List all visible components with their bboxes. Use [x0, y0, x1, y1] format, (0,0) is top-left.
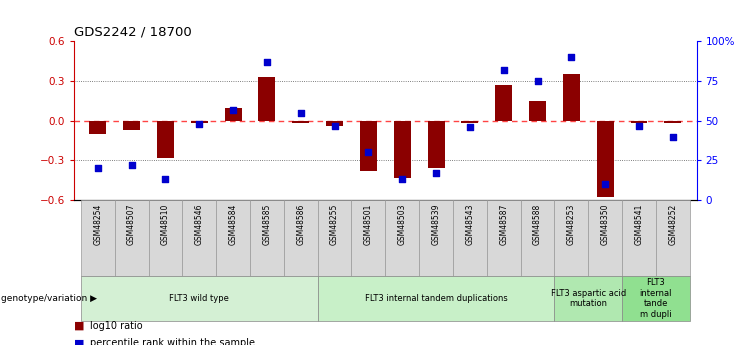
Bar — [123, 121, 140, 130]
Text: GSM48586: GSM48586 — [296, 204, 305, 245]
Text: GSM48510: GSM48510 — [161, 204, 170, 245]
Bar — [393, 121, 411, 178]
Text: GSM48585: GSM48585 — [262, 204, 271, 245]
Bar — [250, 200, 284, 276]
Bar — [182, 200, 216, 276]
Bar — [521, 200, 554, 276]
Text: GSM48507: GSM48507 — [127, 204, 136, 245]
Bar — [428, 121, 445, 168]
Text: FLT3 aspartic acid
mutation: FLT3 aspartic acid mutation — [551, 289, 626, 308]
Text: GSM48253: GSM48253 — [567, 204, 576, 245]
Text: log10 ratio: log10 ratio — [90, 321, 143, 331]
Bar — [554, 276, 622, 321]
Bar — [529, 101, 546, 121]
Bar — [563, 75, 579, 121]
Point — [599, 181, 611, 187]
Bar — [631, 121, 648, 124]
Bar — [622, 200, 656, 276]
Bar — [157, 121, 174, 158]
Text: FLT3
internal
tande
m dupli: FLT3 internal tande m dupli — [639, 278, 672, 318]
Point — [126, 162, 138, 168]
Bar — [622, 276, 690, 321]
Bar — [90, 121, 106, 134]
Text: GSM48539: GSM48539 — [431, 204, 441, 245]
Point — [227, 107, 239, 112]
Point — [261, 59, 273, 65]
Point — [531, 78, 543, 84]
Bar — [487, 200, 521, 276]
Text: ■: ■ — [74, 321, 84, 331]
Text: GDS2242 / 18700: GDS2242 / 18700 — [74, 26, 192, 39]
Text: GSM48501: GSM48501 — [364, 204, 373, 245]
Text: FLT3 internal tandem duplications: FLT3 internal tandem duplications — [365, 294, 508, 303]
Bar — [318, 200, 351, 276]
Point — [430, 170, 442, 176]
Bar — [115, 200, 148, 276]
Bar — [597, 121, 614, 197]
Text: GSM48543: GSM48543 — [465, 204, 474, 245]
Bar — [318, 276, 554, 321]
Bar — [81, 276, 318, 321]
Point — [396, 177, 408, 182]
Point — [633, 123, 645, 128]
Bar — [351, 200, 385, 276]
Text: GSM48546: GSM48546 — [195, 204, 204, 245]
Point — [295, 110, 307, 116]
Bar — [292, 121, 309, 124]
Bar — [419, 200, 453, 276]
Point — [362, 150, 374, 155]
Point — [329, 123, 341, 128]
Bar — [385, 200, 419, 276]
Bar — [284, 200, 318, 276]
Point — [193, 121, 205, 127]
Text: GSM48252: GSM48252 — [668, 204, 677, 245]
Bar — [656, 200, 690, 276]
Text: GSM48254: GSM48254 — [93, 204, 102, 245]
Text: GSM48350: GSM48350 — [601, 204, 610, 245]
Text: GSM48587: GSM48587 — [499, 204, 508, 245]
Bar — [81, 200, 115, 276]
Bar — [216, 200, 250, 276]
Point — [159, 177, 171, 182]
Point — [667, 134, 679, 139]
Text: FLT3 wild type: FLT3 wild type — [170, 294, 229, 303]
Text: percentile rank within the sample: percentile rank within the sample — [90, 338, 256, 345]
Text: GSM48588: GSM48588 — [533, 204, 542, 245]
Bar — [148, 200, 182, 276]
Bar — [665, 121, 681, 124]
Bar — [495, 85, 512, 121]
Text: GSM48541: GSM48541 — [634, 204, 643, 245]
Point — [498, 67, 510, 73]
Text: genotype/variation ▶: genotype/variation ▶ — [1, 294, 97, 303]
Point — [565, 55, 577, 60]
Bar — [453, 200, 487, 276]
Bar — [191, 121, 207, 124]
Text: GSM48584: GSM48584 — [228, 204, 238, 245]
Bar — [225, 108, 242, 121]
Bar — [326, 121, 343, 126]
Bar — [554, 200, 588, 276]
Bar — [462, 121, 479, 124]
Bar — [588, 200, 622, 276]
Point — [464, 124, 476, 130]
Point — [92, 166, 104, 171]
Text: ■: ■ — [74, 338, 84, 345]
Bar — [360, 121, 377, 171]
Text: GSM48255: GSM48255 — [330, 204, 339, 245]
Bar — [259, 77, 276, 121]
Text: GSM48503: GSM48503 — [398, 204, 407, 245]
